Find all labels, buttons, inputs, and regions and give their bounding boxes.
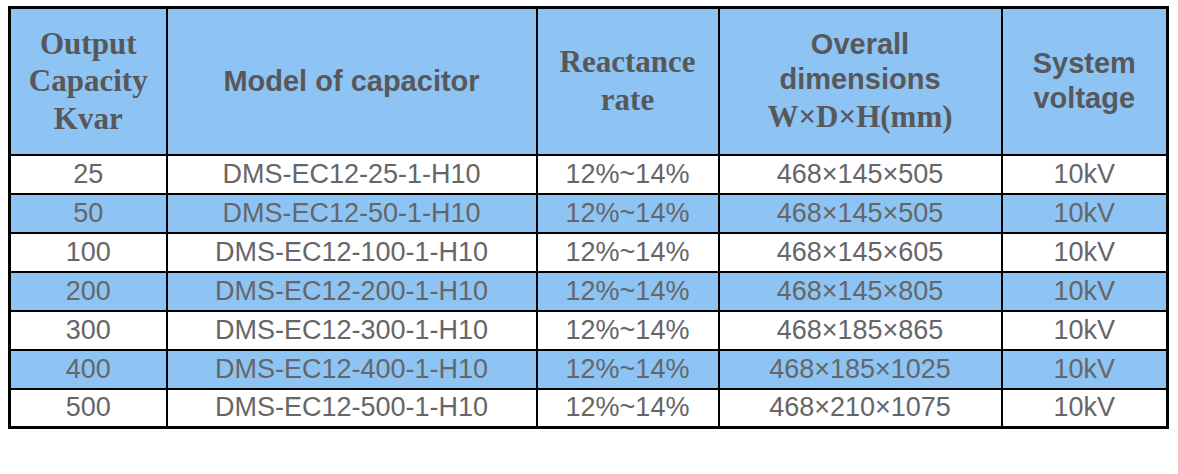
- cell-capacity: 100: [10, 233, 167, 272]
- header-row: Output Capacity Kvar Model of capacitor …: [10, 8, 1168, 155]
- table-row: 25 DMS-EC12-25-1-H10 12%~14% 468×145×505…: [10, 155, 1168, 194]
- col-header-system-voltage: System voltage: [1002, 8, 1168, 155]
- table-row: 500 DMS-EC12-500-1-H10 12%~14% 468×210×1…: [10, 389, 1168, 428]
- cell-capacity: 50: [10, 194, 167, 233]
- header-line: rate: [542, 81, 714, 119]
- cell-reactance: 12%~14%: [537, 389, 719, 428]
- cell-dimensions: 468×145×505: [719, 155, 1002, 194]
- cell-capacity: 300: [10, 311, 167, 350]
- cell-reactance: 12%~14%: [537, 272, 719, 311]
- col-header-overall-dimensions: Overall dimensions W×D×H(mm): [719, 8, 1002, 155]
- cell-reactance: 12%~14%: [537, 311, 719, 350]
- header-line: Reactance: [542, 43, 714, 81]
- table-row: 200 DMS-EC12-200-1-H10 12%~14% 468×145×8…: [10, 272, 1168, 311]
- header-line: Capacity: [15, 62, 162, 100]
- col-header-reactance-rate: Reactance rate: [537, 8, 719, 155]
- cell-dimensions: 468×145×605: [719, 233, 1002, 272]
- cell-capacity: 400: [10, 350, 167, 389]
- cell-reactance: 12%~14%: [537, 155, 719, 194]
- header-line: Output: [15, 25, 162, 63]
- table-header: Output Capacity Kvar Model of capacitor …: [10, 8, 1168, 155]
- cell-reactance: 12%~14%: [537, 350, 719, 389]
- cell-model: DMS-EC12-50-1-H10: [167, 194, 537, 233]
- capacitor-spec-table-wrap: Output Capacity Kvar Model of capacitor …: [8, 6, 1169, 429]
- header-line: dimensions: [724, 62, 997, 97]
- cell-voltage: 10kV: [1002, 155, 1168, 194]
- cell-reactance: 12%~14%: [537, 233, 719, 272]
- table-row: 50 DMS-EC12-50-1-H10 12%~14% 468×145×505…: [10, 194, 1168, 233]
- cell-voltage: 10kV: [1002, 194, 1168, 233]
- header-line: Overall: [724, 27, 997, 62]
- cell-capacity: 500: [10, 389, 167, 428]
- cell-voltage: 10kV: [1002, 311, 1168, 350]
- col-header-model: Model of capacitor: [167, 8, 537, 155]
- cell-capacity: 25: [10, 155, 167, 194]
- header-line: voltage: [1007, 81, 1163, 116]
- cell-dimensions: 468×145×805: [719, 272, 1002, 311]
- table-row: 300 DMS-EC12-300-1-H10 12%~14% 468×185×8…: [10, 311, 1168, 350]
- cell-voltage: 10kV: [1002, 350, 1168, 389]
- cell-reactance: 12%~14%: [537, 194, 719, 233]
- header-line: Kvar: [15, 100, 162, 138]
- cell-dimensions: 468×185×865: [719, 311, 1002, 350]
- cell-dimensions: 468×210×1075: [719, 389, 1002, 428]
- cell-capacity: 200: [10, 272, 167, 311]
- header-line: System: [1007, 46, 1163, 81]
- table-row: 400 DMS-EC12-400-1-H10 12%~14% 468×185×1…: [10, 350, 1168, 389]
- cell-model: DMS-EC12-500-1-H10: [167, 389, 537, 428]
- cell-model: DMS-EC12-100-1-H10: [167, 233, 537, 272]
- table-row: 100 DMS-EC12-100-1-H10 12%~14% 468×145×6…: [10, 233, 1168, 272]
- cell-voltage: 10kV: [1002, 272, 1168, 311]
- cell-voltage: 10kV: [1002, 233, 1168, 272]
- cell-dimensions: 468×185×1025: [719, 350, 1002, 389]
- cell-model: DMS-EC12-25-1-H10: [167, 155, 537, 194]
- cell-model: DMS-EC12-400-1-H10: [167, 350, 537, 389]
- table-body: 25 DMS-EC12-25-1-H10 12%~14% 468×145×505…: [10, 155, 1168, 428]
- capacitor-spec-table: Output Capacity Kvar Model of capacitor …: [8, 6, 1169, 429]
- header-line: Model of capacitor: [172, 64, 532, 99]
- cell-dimensions: 468×145×505: [719, 194, 1002, 233]
- cell-model: DMS-EC12-300-1-H10: [167, 311, 537, 350]
- header-line: W×D×H(mm): [724, 98, 997, 136]
- cell-voltage: 10kV: [1002, 389, 1168, 428]
- cell-model: DMS-EC12-200-1-H10: [167, 272, 537, 311]
- col-header-output-capacity: Output Capacity Kvar: [10, 8, 167, 155]
